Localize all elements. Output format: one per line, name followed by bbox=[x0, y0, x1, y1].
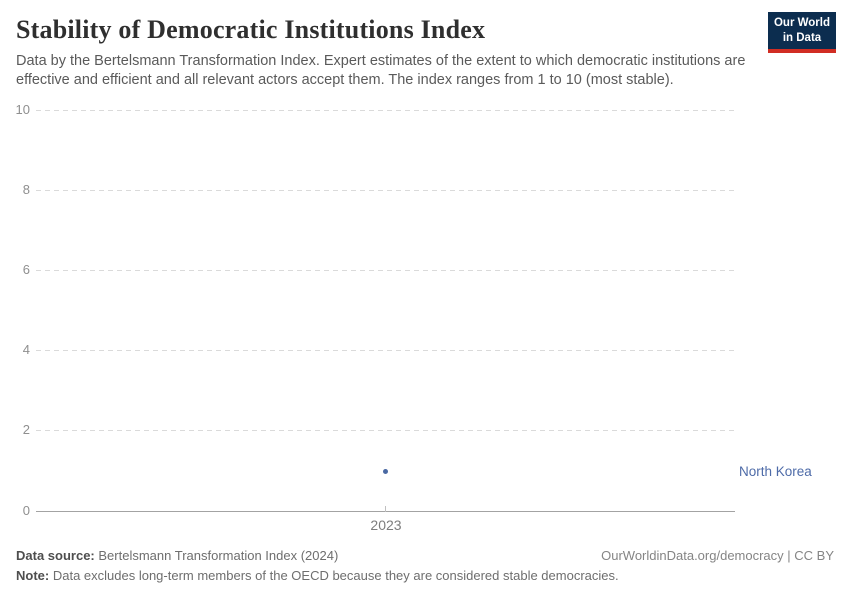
y-axis-tick-label-6: 6 bbox=[22, 262, 30, 277]
owid-logo-text-line1: Our World bbox=[773, 17, 830, 30]
owid-logo-text-line2: in Data bbox=[782, 31, 822, 44]
chart-subtitle: Data by the Bertelsmann Transformation I… bbox=[16, 53, 746, 89]
footer-source-row: Data source: Bertelsmann Transformation … bbox=[16, 548, 834, 563]
footer-source-text: Bertelsmann Transformation Index (2024) bbox=[98, 548, 339, 563]
y-axis-tick-label-0: 0 bbox=[22, 503, 30, 518]
page-title: Stability of Democratic Institutions Ind… bbox=[16, 15, 486, 44]
y-axis-tick-label-8: 8 bbox=[22, 182, 30, 197]
y-axis-tick-label-2: 2 bbox=[22, 422, 30, 437]
x-axis-tick-mark bbox=[385, 506, 386, 512]
gridline-2 bbox=[36, 430, 735, 431]
gridline-6 bbox=[36, 270, 735, 271]
footer-note-row: Note: Data excludes long-term members of… bbox=[16, 568, 834, 583]
entity-label-north-korea[interactable]: North Korea bbox=[739, 464, 812, 479]
x-axis-tick-label-2023: 2023 bbox=[370, 517, 402, 533]
y-axis-tick-label-10: 10 bbox=[15, 102, 30, 117]
footer-source: Data source: Bertelsmann Transformation … bbox=[16, 548, 338, 563]
gridline-10 bbox=[36, 110, 735, 111]
footer-note-text: Data excludes long-term members of the O… bbox=[52, 568, 619, 583]
footer-source-label: Data source: bbox=[16, 548, 95, 563]
data-point-north-korea[interactable] bbox=[383, 469, 388, 474]
gridline-4 bbox=[36, 350, 735, 351]
gridline-8 bbox=[36, 190, 735, 191]
footer-note-label: Note: bbox=[16, 568, 50, 583]
owid-logo[interactable]: Our World in Data bbox=[768, 12, 836, 53]
y-axis-tick-label-4: 4 bbox=[22, 342, 30, 357]
footer-license-link[interactable]: OurWorldinData.org/democracy | CC BY bbox=[601, 548, 834, 563]
